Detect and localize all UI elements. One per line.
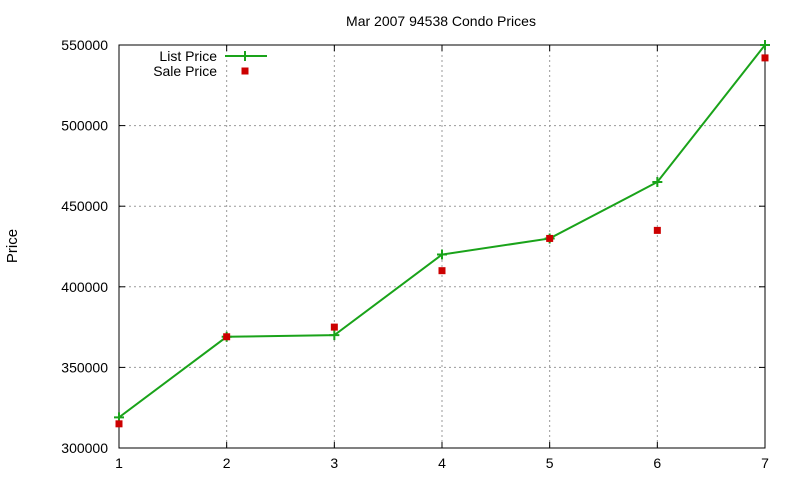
legend-label-sale-price: Sale Price	[153, 63, 217, 79]
sale-price-point	[115, 420, 123, 428]
y-tick-label: 400000	[61, 279, 108, 295]
y-tick-label: 450000	[61, 198, 108, 214]
legend: List Price Sale Price	[153, 48, 267, 79]
x-tick-label: 3	[330, 455, 338, 471]
sale-price-point	[223, 333, 231, 341]
x-tick-label: 6	[653, 455, 661, 471]
x-tick-label: 5	[546, 455, 554, 471]
y-tick-label: 300000	[61, 440, 108, 456]
axis-ticks	[118, 44, 766, 449]
x-tick-label: 2	[223, 455, 231, 471]
legend-label-list-price: List Price	[159, 48, 217, 64]
x-tick-label: 4	[438, 455, 446, 471]
list-price-point	[329, 330, 340, 341]
legend-swatch-list-price-marker	[240, 51, 250, 61]
y-tick-labels: 300000 350000 400000 450000 500000 550000	[61, 37, 108, 456]
x-tick-labels: 1 2 3 4 5 6 7	[115, 455, 769, 471]
x-tick-label: 7	[761, 455, 769, 471]
sale-price-point	[438, 267, 446, 275]
y-tick-label: 500000	[61, 118, 108, 134]
sale-price-point	[330, 323, 338, 331]
grid-lines	[119, 45, 765, 448]
x-tick-label: 1	[115, 455, 123, 471]
y-tick-label: 550000	[61, 37, 108, 53]
y-tick-label: 350000	[61, 359, 108, 375]
chart-title: Mar 2007 94538 Condo Prices	[346, 13, 536, 29]
sale-price-point	[761, 54, 769, 62]
series-layer	[114, 40, 770, 428]
legend-swatch-sale-price-marker	[241, 67, 249, 75]
sale-price-point	[653, 226, 661, 234]
sale-price-point	[546, 234, 554, 242]
y-axis-label: Price	[4, 229, 21, 263]
list-price-point	[760, 40, 770, 50]
list-price-point	[437, 249, 447, 260]
list-price-point	[652, 177, 663, 188]
